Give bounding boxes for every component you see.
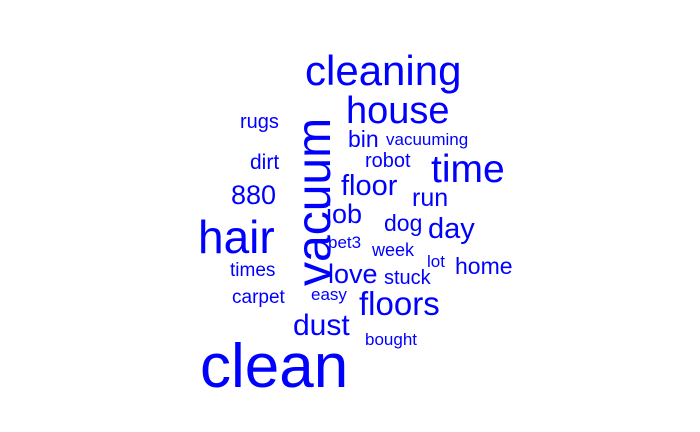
word-robot: robot [365,150,411,172]
word-time: time [431,148,505,191]
word-rugs: rugs [240,111,279,133]
word-clean: clean [200,332,349,401]
word-bin: bin [348,126,379,152]
word-house: house [346,90,450,132]
word-floor: floor [341,170,398,202]
word-stuck: stuck [384,267,431,289]
word-vacuuming: vacuuming [386,130,469,149]
word-day: day [428,213,475,245]
word-run: run [412,184,449,212]
word-pet3: pet3 [328,233,362,252]
word-cleaning: cleaning [305,47,462,94]
word-times: times [230,260,276,281]
word-hair: hair [198,211,275,263]
word-carpet: carpet [232,287,285,308]
word-lot: lot [427,252,445,271]
word-floors: floors [359,285,440,322]
word-bought: bought [365,330,417,349]
word-880: 880 [231,180,277,210]
word-week: week [372,240,415,260]
word-job: job [326,199,363,229]
word-dog: dog [384,210,423,236]
word-easy: easy [311,285,347,304]
word-home: home [455,253,513,279]
word-dirt: dirt [250,151,280,174]
word-dust: dust [293,309,350,342]
word-love: love [328,259,378,289]
